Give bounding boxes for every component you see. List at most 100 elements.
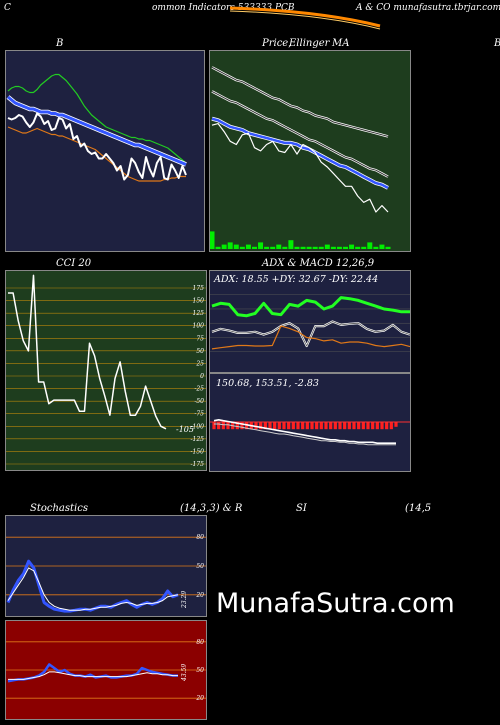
macd-histogram-bar (273, 422, 277, 430)
macd-histogram-bar (268, 422, 272, 430)
cci-tick-label: 175 (193, 285, 205, 292)
cci-tick-label: -125 (191, 436, 205, 443)
rsi-tick-label: 50 (196, 667, 204, 674)
macd-histogram-bar (235, 422, 239, 430)
volume-bar (367, 242, 373, 249)
macd-histogram-bar (282, 422, 286, 430)
macd-histogram-bar (301, 422, 305, 430)
macd-histogram-bar (329, 422, 333, 430)
stoch-chart: 80 50 20 23.29 (6, 534, 206, 613)
volume-bar (330, 246, 336, 249)
macd-histogram-bar (347, 422, 351, 430)
cci-last-label: -105 (176, 425, 194, 434)
macd-histogram-bar (366, 422, 370, 430)
volume-bar (294, 246, 300, 249)
volume-bar (276, 244, 282, 249)
plus-dy-line (211, 296, 410, 318)
macd-histogram-bar (394, 422, 398, 427)
cci-tick-label: 0 (200, 373, 204, 380)
rsi-tick-label: 20 (195, 695, 204, 702)
macd-histogram-bar (212, 422, 216, 430)
macd-histogram-bar (263, 422, 267, 430)
header-title: ommon Indicators 533333 PCB (152, 3, 295, 13)
macd-histogram-bar (254, 422, 258, 430)
price-ma-caption-2: Ellinger (289, 38, 330, 49)
volume-bar (349, 244, 355, 249)
watermark: MunafaSutra.com (216, 588, 455, 619)
macd-histogram-bar (333, 422, 337, 430)
rsi-caption-right: (14,5 (405, 503, 432, 514)
stoch-d-line (7, 567, 179, 611)
bollinger-chart (6, 73, 187, 182)
macd-histogram-bar (324, 422, 328, 430)
price-line (211, 122, 389, 213)
rsi-side-label: 43.59 (181, 664, 188, 682)
volume-bar (245, 244, 251, 249)
cci-tick-label: 100 (193, 323, 205, 330)
adx-line (211, 321, 410, 347)
cci-line (8, 274, 167, 430)
volume-bar (282, 246, 288, 249)
rsi-line (7, 663, 178, 683)
adx-values-line: ADX: 18.55 +DY: 32.67 -DY: 22.44 (214, 274, 379, 285)
volume-bar (324, 244, 330, 249)
macd-histogram-bar (371, 422, 375, 430)
header-orange-line (229, 6, 381, 28)
minus-dy-line (211, 325, 410, 350)
macd-histogram-bar (226, 422, 230, 430)
macd-histogram-bar (310, 422, 314, 430)
stoch-tick-label: 80 (196, 534, 204, 541)
cci-tick-label: 125 (193, 310, 205, 317)
macd-histogram-bar (319, 422, 323, 430)
macd-histogram-bar (380, 422, 384, 430)
cci-tick-label: -50 (194, 398, 204, 405)
cci-tick-label: 50 (196, 348, 204, 355)
header-right-text: A & CO munafasutra.tbrjar.com (356, 3, 500, 13)
macd-histogram-bar (357, 422, 361, 430)
volume-bar (385, 246, 391, 249)
stoch-tick-label: 20 (195, 592, 204, 599)
rsi-chart: 80 50 20 43.59 (6, 639, 206, 702)
volume-bar (373, 246, 379, 249)
stoch-caption-left: Stochastics (30, 503, 88, 514)
macd-line (213, 418, 396, 444)
macd-histogram-bar (277, 422, 281, 430)
macd-histogram-bar (305, 422, 309, 430)
volume-bar (258, 242, 264, 249)
price-ma-caption-3: MA (332, 38, 350, 49)
price-ma-chart (210, 66, 391, 249)
volume-bar (361, 246, 367, 249)
ma-mid-line (211, 90, 389, 178)
stoch-side-label: 23.29 (181, 591, 188, 609)
macd-signal-line (214, 423, 396, 446)
bollinger-upper-line (7, 73, 187, 164)
macd-histogram-bar (291, 422, 295, 430)
macd-histogram-bar (385, 422, 389, 430)
volume-bar (221, 244, 227, 249)
cci-tick-label: 25 (195, 360, 204, 367)
cci-panel: 175 150 125 100 75 50 25 0 -25 -50 -75 -100 -125 -150… (5, 270, 207, 471)
macd-histogram-bar (221, 422, 225, 430)
macd-histogram-bar (217, 422, 221, 430)
macd-histogram-bar (296, 422, 300, 430)
cci-caption: CCI 20 (56, 258, 92, 269)
rsi-smooth-line (8, 671, 178, 680)
volume-bar (379, 244, 385, 249)
bollinger-caption: B (56, 38, 64, 49)
cci-tick-label: -25 (194, 386, 204, 393)
cci-chart: 175 150 125 100 75 50 25 0 -25 -50 -75 -100 -125 -150… (6, 274, 206, 468)
volume-bar (251, 246, 257, 249)
volume-bar (306, 246, 312, 249)
volume-bar (318, 246, 324, 249)
bollinger-price-line (7, 112, 187, 181)
volume-bar (355, 246, 361, 249)
cci-tick-label: -75 (194, 411, 204, 418)
macd-values-line: 150.68, 153.51, -2.83 (216, 378, 319, 389)
macd-histogram-bar (343, 422, 347, 430)
ma-slow-line (211, 66, 389, 137)
header-light-line (229, 10, 381, 30)
macd-histogram-bar (375, 422, 379, 430)
cci-tick-label: -100 (191, 423, 205, 430)
volume-bar (288, 240, 294, 249)
